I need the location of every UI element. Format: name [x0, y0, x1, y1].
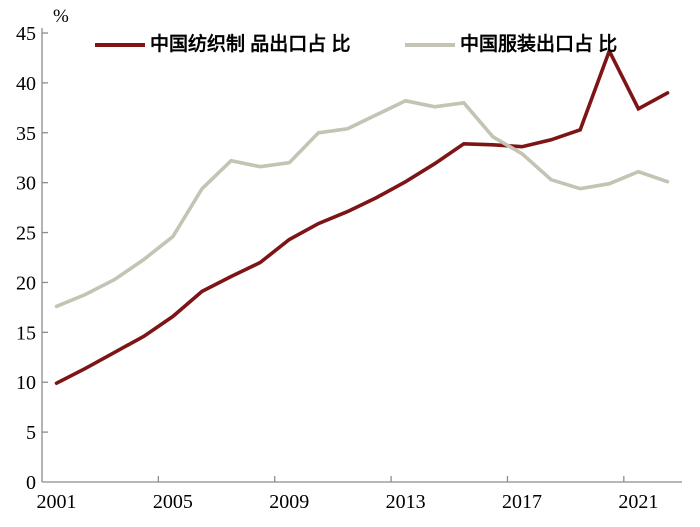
x-axis-label: 2013	[386, 491, 426, 513]
textile-legend-label: 中国纺织制 品出口占 比	[150, 34, 351, 55]
x-axis-label: 2021	[618, 491, 658, 513]
y-axis-tick-label: 20	[16, 272, 36, 294]
y-axis-tick-label: 30	[16, 173, 36, 195]
y-axis-tick-label: 5	[26, 422, 36, 444]
textile-share-line	[54, 46, 670, 386]
clothing-share-line	[54, 98, 670, 309]
y-axis-tick-label: 45	[16, 23, 36, 45]
y-axis-tick-label: 0	[26, 472, 36, 494]
y-axis-tick-label: 10	[16, 372, 36, 394]
textile-legend-line	[95, 43, 145, 47]
y-axis-tick-label: 35	[16, 123, 36, 145]
y-axis-tick-label: 40	[16, 73, 36, 95]
legend-item-clothing: 中国服装出口占 比	[405, 35, 617, 55]
clothing-legend-label: 中国服装出口占 比	[460, 34, 618, 55]
x-axis-label: 2009	[269, 491, 309, 513]
x-axis-label: 2005	[153, 491, 193, 513]
y-axis-tick-label: 15	[16, 322, 36, 344]
x-axis-label: 2017	[502, 491, 542, 513]
clothing-legend-line	[405, 43, 455, 47]
y-axis-tick-label: 25	[16, 223, 36, 245]
y-axis-unit-label: %	[53, 6, 69, 27]
legend-item-textile: 中国纺织制 品出口占 比	[95, 35, 351, 55]
x-axis-label: 2001	[37, 491, 77, 513]
